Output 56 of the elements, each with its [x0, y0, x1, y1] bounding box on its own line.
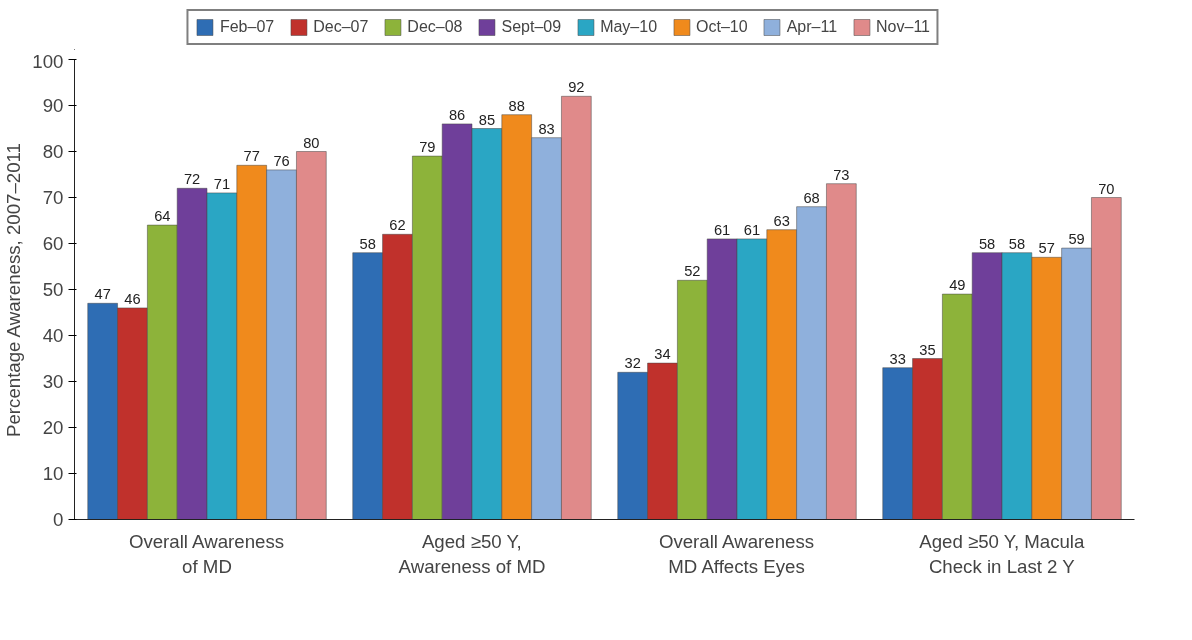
x-tick-label: Aged ≥50 Y, Macula Check in Last 2 Y — [919, 530, 1086, 577]
data-label: 86 — [448, 106, 466, 123]
data-label: 33 — [889, 350, 906, 367]
x-tick-label: Overall Awareness MD Affects Eyes — [658, 530, 815, 577]
y-tick-label: 40 — [42, 325, 64, 346]
y-tick-label: 80 — [42, 141, 64, 162]
data-label: 61 — [713, 221, 731, 238]
data-label: 72 — [183, 171, 201, 188]
data-label: 62 — [389, 217, 406, 234]
y-tick-label: 60 — [42, 233, 64, 254]
y-tick-label: 10 — [42, 463, 64, 484]
legend-label: Oct–10 — [696, 18, 748, 36]
y-tick-label: 90 — [42, 95, 64, 116]
data-label: 79 — [419, 139, 436, 156]
data-label: 59 — [1068, 231, 1085, 248]
data-label: 71 — [213, 175, 231, 192]
data-label: 47 — [94, 286, 111, 303]
y-tick-label: 70 — [42, 187, 64, 208]
data-label: 85 — [478, 111, 496, 128]
data-label: 88 — [508, 97, 525, 114]
data-label: 64 — [154, 208, 171, 225]
data-label: 35 — [919, 341, 936, 358]
y-tick-label: 30 — [42, 371, 64, 392]
legend-label: Nov–11 — [876, 18, 931, 36]
data-label: 92 — [568, 79, 585, 96]
y-axis-title: Percentage Awareness, 2007–2011 — [3, 143, 25, 437]
data-label: 61 — [743, 221, 761, 238]
y-tick-label: 0 — [53, 509, 64, 530]
data-label: 80 — [303, 134, 320, 151]
legend-label: Dec–07 — [313, 18, 369, 36]
data-label: 46 — [124, 290, 141, 307]
data-label: 32 — [624, 355, 641, 372]
legend-label: Feb–07 — [219, 18, 275, 36]
data-label: 76 — [273, 152, 290, 169]
x-tick-label: Aged ≥50 Y, Awareness of MD — [398, 530, 546, 577]
data-label: 58 — [978, 235, 996, 252]
y-tick-label: 20 — [42, 417, 64, 438]
legend-label: Dec–08 — [407, 18, 463, 36]
legend-label: May–10 — [600, 18, 658, 36]
data-label: 68 — [803, 189, 820, 206]
data-label: 58 — [359, 235, 376, 252]
data-label: 49 — [949, 277, 966, 294]
legend-label: Apr–11 — [786, 18, 838, 36]
x-tick-label: Overall Awareness of MD — [128, 530, 285, 577]
y-tick-label: 100 — [32, 50, 64, 72]
data-label: 73 — [833, 166, 850, 183]
y-tick-label: 50 — [42, 279, 64, 300]
data-label: 70 — [1098, 180, 1115, 197]
data-label: 63 — [773, 212, 790, 229]
data-label: 57 — [1038, 240, 1055, 257]
data-label: 83 — [538, 120, 555, 137]
data-label: 52 — [684, 263, 701, 280]
data-label: 34 — [654, 346, 671, 363]
data-label: 58 — [1008, 235, 1026, 252]
legend-label: Sept–09 — [501, 18, 562, 36]
data-label: 77 — [243, 148, 260, 165]
